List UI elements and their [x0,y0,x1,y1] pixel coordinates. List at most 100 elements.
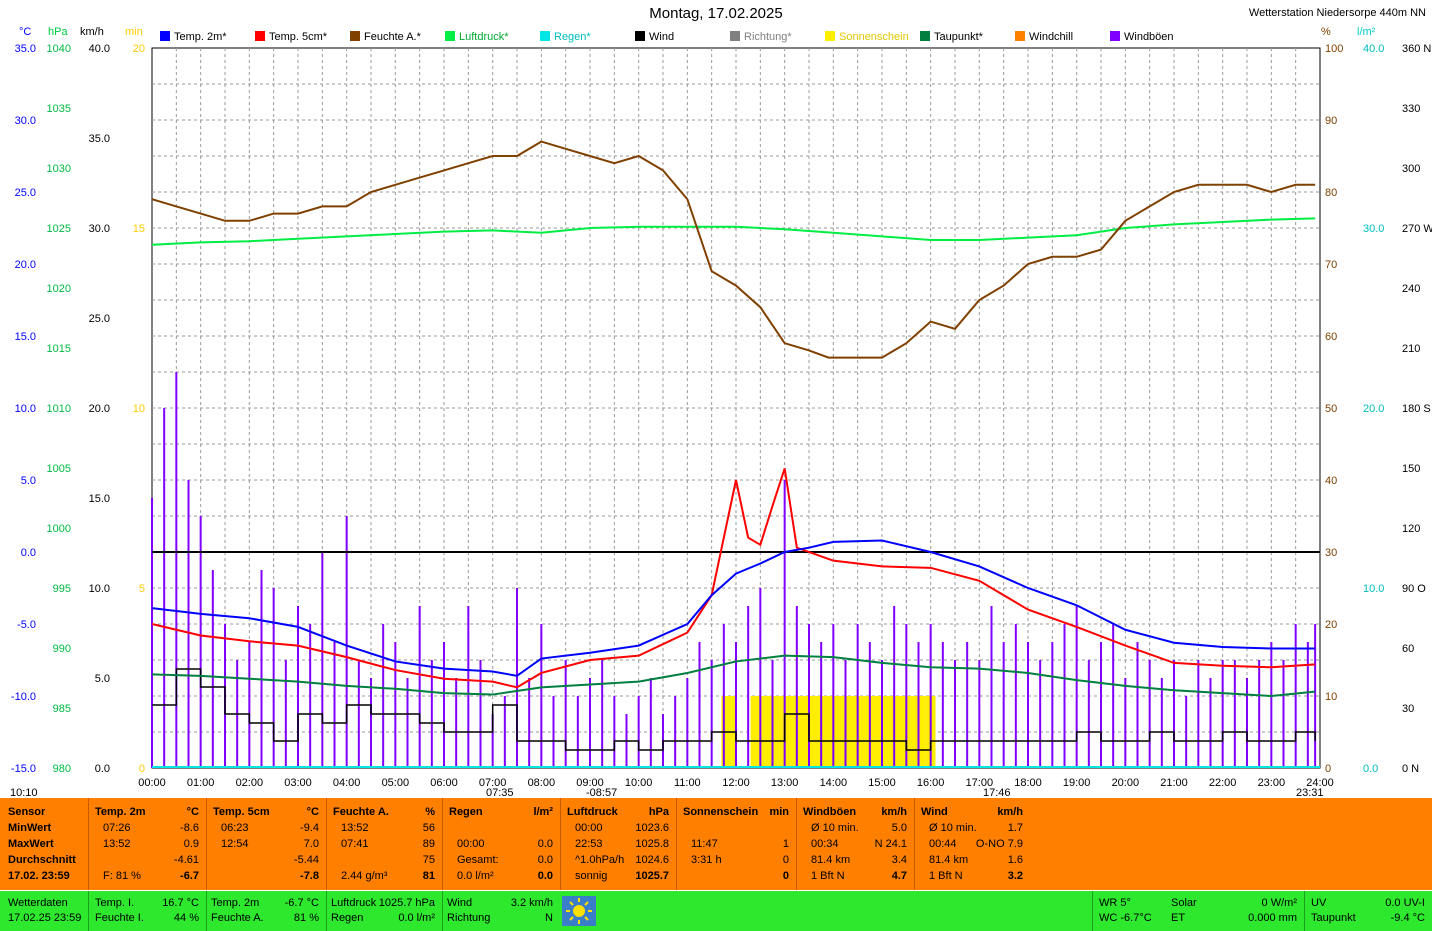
stats-row: 2.44 g/m³ 81 [327,870,443,886]
x-tick-label: 18:00 [1014,777,1042,789]
axis-tick-label-direction: 210 [1402,343,1420,355]
stats-label: Temp. 2m [95,806,146,818]
stats-row: -4.61 [89,854,207,870]
stats-value: 1023.6 [635,822,669,834]
axis-tick-label-sun: 20 [133,43,145,55]
stats-column: Sonnenschein min 11:47 1 3:31 h 0 0 [676,798,797,890]
sunshine-bar [906,696,926,768]
stats-label: MinWert [8,822,52,834]
unit-rain: l/m² [1357,26,1376,38]
stats-row [677,822,797,838]
series-line-wind [152,668,1316,751]
status-text: 0 W/m² [1261,897,1297,909]
stats-value: 1 [782,838,789,850]
x-tick-label: 13:00 [771,777,799,789]
axis-tick-label-humidity: 50 [1325,403,1337,415]
statistics-table: Sensor MinWert MaxWert Durchschnitt 17.02. 2… [0,798,1432,890]
legend-swatch [1110,31,1120,41]
status-uv: UV 0.0 UV-I Taupunkt -9.4 °C [1304,891,1432,931]
stats-value: km/h [997,806,1023,818]
x-tick-label: 14:00 [820,777,848,789]
legend-label: Windchill [1029,31,1074,43]
stats-value: 0 [782,870,789,882]
axis-tick-label-temp: 30.0 [15,115,36,127]
stats-row: 07:26 -8.6 [89,822,207,838]
stats-label: 00:00 [575,822,603,834]
stats-row: 17.02. 23:59 [0,870,88,886]
status-text: Temp. 2m [211,897,260,909]
stats-header: Sensor [0,806,88,822]
status-text: 44 % [173,912,199,924]
x-tick-label: 05:00 [382,777,410,789]
stats-header: Feuchte A.% [327,806,443,822]
legend-item: Temp. 2m* [160,31,227,43]
unit-humidity: % [1321,26,1331,38]
status-text: 81 % [293,912,319,924]
stats-value: 89 [422,838,435,850]
stats-value: hPa [648,806,669,818]
x-tick-label: 21:00 [1160,777,1188,789]
legend-label: Wind [649,31,675,43]
axis-tick-label-wind: 10.0 [89,583,110,595]
axis-tick-label-sun: 5 [139,583,145,595]
axis-tick-label-temp: 35.0 [15,43,36,55]
legend-swatch [920,31,930,41]
stats-row: Ø 10 min. 5.0 [797,822,915,838]
axis-tick-label-humidity: 0 [1325,763,1331,775]
stats-header: Sonnenschein min [677,806,797,822]
x-tick-label: 17:00 [966,777,994,789]
stats-label: 1 Bft N [929,870,963,882]
legend-item: Luftdruck* [445,31,509,43]
legend-swatch [1015,31,1025,41]
axis-tick-label-direction: 360 N [1402,43,1431,55]
x-tick-label: 07:00 [479,777,507,789]
axis-tick-label-pressure: 1035 [47,103,71,115]
stats-row: 11:47 1 [677,838,797,854]
stats-label: 17.02. 23:59 [8,870,70,882]
axis-tick-label-direction: 0 N [1402,763,1419,775]
x-tick-label: 00:00 [138,777,166,789]
stats-label: MaxWert [8,838,54,850]
stats-row: 00:34 N 24.1 [797,838,915,854]
axis-tick-label-humidity: 10 [1325,691,1337,703]
stats-row: 00:00 0.0 [443,838,561,854]
unit-temp: °C [19,26,32,38]
axis-tick-label-pressure: 1030 [47,163,71,175]
stats-row: 07:41 89 [327,838,443,854]
stats-row: 1 Bft N 3.2 [915,870,1031,886]
x-tick-label: 09:00 [576,777,604,789]
legend-label: Windböen [1124,31,1174,43]
status-text: WC -6.7°C [1099,912,1152,924]
stats-row: MaxWert [0,838,88,854]
status-text: Taupunkt [1311,912,1356,924]
stats-row: Durchschnitt [0,854,88,870]
axis-tick-label-wind: 15.0 [89,493,110,505]
axis-tick-label-temp: -15.0 [11,763,36,775]
axis-tick-label-pressure: 995 [53,583,71,595]
status-text: Wetterdaten [8,897,68,909]
status-text: Feuchte A. [211,912,264,924]
axis-tick-label-pressure: 980 [53,763,71,775]
status-text: N [545,912,553,924]
stats-header: Temp. 5cm °C [207,806,327,822]
axis-tick-label-wind: 20.0 [89,403,110,415]
axis-tick-label-rain: 0.0 [1363,763,1378,775]
stats-label: Durchschnitt [8,854,76,866]
sunrise-left-marker: 10:10 [10,787,38,799]
stats-label: Gesamt: [457,854,499,866]
stats-header: Luftdruck hPa [561,806,677,822]
status-date: Wetterdaten 17.02.25 23:59 [0,891,88,931]
axis-tick-label-direction: 120 [1402,523,1420,535]
stats-label: 2.44 g/m³ [341,870,388,882]
stats-value: -5.44 [293,854,319,866]
x-tick-label: 22:00 [1209,777,1237,789]
status-bar: Wetterdaten 17.02.25 23:59 Temp. I. 16.7 °C… [0,891,1432,931]
stats-value: 7.0 [303,838,319,850]
status-text: Wind [447,897,473,909]
axis-tick-label-wind: 30.0 [89,223,110,235]
weather-chart: 35.0 30.0 25.0 20.0 15.0 10.0 5.0 0.0 -5.0 -10.0 -… [11,43,1432,789]
axis-tick-label-humidity: 30 [1325,547,1337,559]
stats-row: 3:31 h 0 [677,854,797,870]
sunshine-bar [774,696,785,768]
stats-row: 12:54 7.0 [207,838,327,854]
